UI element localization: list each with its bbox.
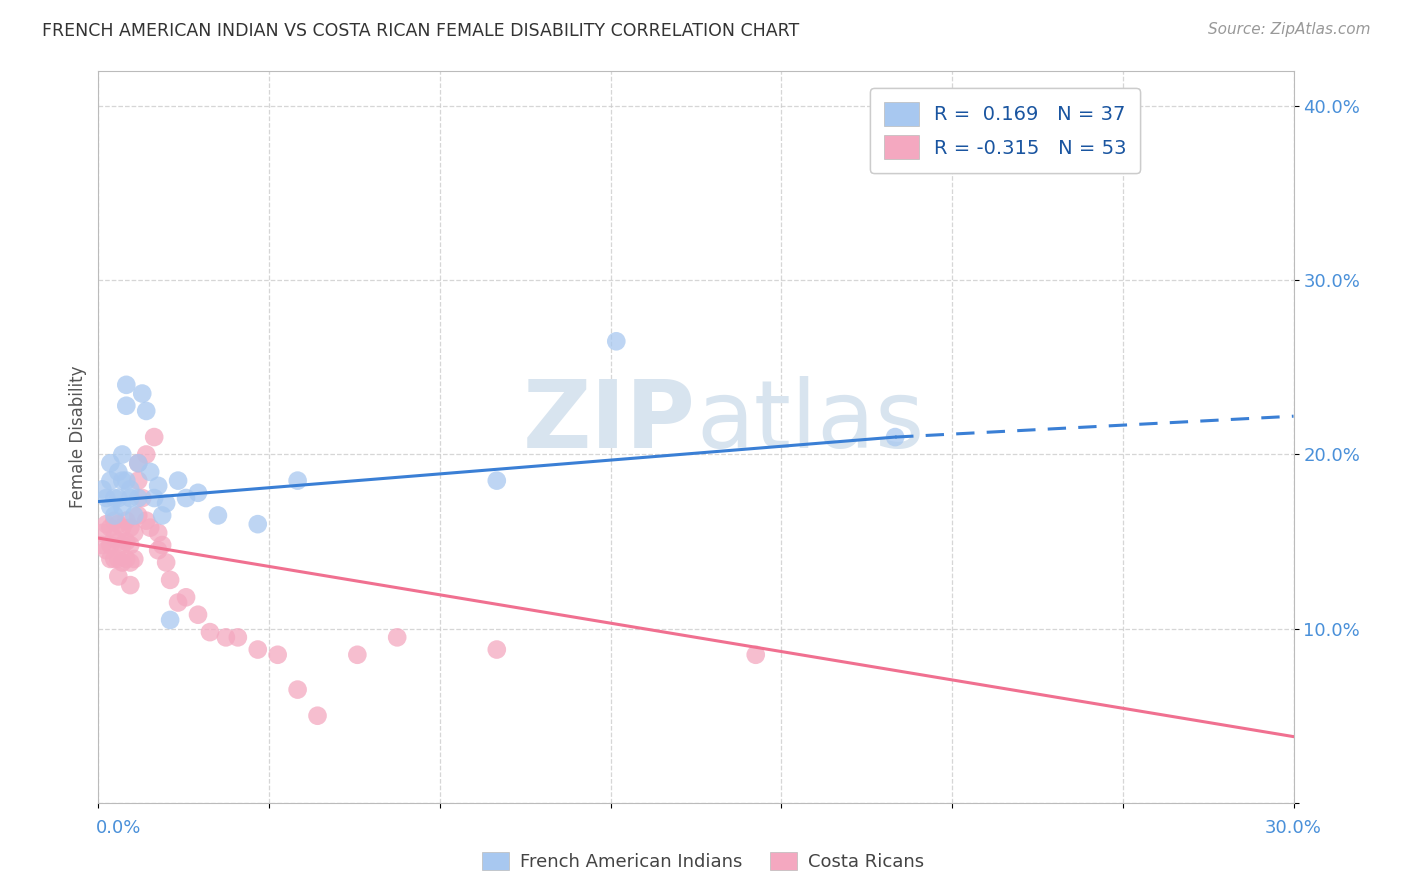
Point bbox=[111, 538, 134, 552]
Point bbox=[120, 538, 142, 552]
Point bbox=[98, 521, 122, 535]
Point bbox=[155, 496, 177, 510]
Point bbox=[107, 465, 129, 479]
Point bbox=[107, 534, 129, 549]
Point bbox=[150, 508, 173, 523]
Point bbox=[167, 474, 190, 488]
Point bbox=[103, 491, 125, 505]
Point bbox=[198, 625, 221, 640]
Point bbox=[107, 517, 129, 532]
Point bbox=[107, 569, 129, 583]
Point bbox=[884, 430, 907, 444]
Point bbox=[120, 521, 142, 535]
Point bbox=[98, 456, 122, 470]
Point bbox=[107, 552, 129, 566]
Point bbox=[107, 491, 129, 505]
Point bbox=[127, 491, 149, 505]
Point bbox=[103, 531, 125, 545]
Point bbox=[287, 682, 309, 697]
Text: Source: ZipAtlas.com: Source: ZipAtlas.com bbox=[1208, 22, 1371, 37]
Point bbox=[485, 474, 508, 488]
Point bbox=[103, 514, 125, 528]
Point bbox=[96, 491, 118, 505]
Point bbox=[115, 377, 138, 392]
Point bbox=[127, 474, 149, 488]
Point bbox=[187, 607, 209, 622]
Point bbox=[115, 514, 138, 528]
Point bbox=[139, 465, 162, 479]
Point bbox=[120, 556, 142, 570]
Legend: French American Indians, Costa Ricans: French American Indians, Costa Ricans bbox=[475, 845, 931, 879]
Point bbox=[115, 534, 138, 549]
Point bbox=[139, 521, 162, 535]
Point bbox=[187, 485, 209, 500]
Point bbox=[124, 525, 146, 540]
Point bbox=[135, 404, 157, 418]
Point bbox=[124, 508, 146, 523]
Y-axis label: Female Disability: Female Disability bbox=[69, 366, 87, 508]
Point bbox=[143, 430, 166, 444]
Point bbox=[135, 514, 157, 528]
Point bbox=[91, 538, 114, 552]
Text: 0.0%: 0.0% bbox=[96, 819, 141, 837]
Point bbox=[159, 613, 181, 627]
Point bbox=[120, 491, 142, 505]
Point bbox=[98, 500, 122, 514]
Point bbox=[143, 491, 166, 505]
Point bbox=[287, 474, 309, 488]
Point bbox=[91, 483, 114, 497]
Point bbox=[346, 648, 368, 662]
Point bbox=[96, 543, 118, 558]
Text: FRENCH AMERICAN INDIAN VS COSTA RICAN FEMALE DISABILITY CORRELATION CHART: FRENCH AMERICAN INDIAN VS COSTA RICAN FE… bbox=[42, 22, 800, 40]
Point bbox=[385, 631, 409, 645]
Point bbox=[745, 648, 768, 662]
Point bbox=[91, 525, 114, 540]
Point bbox=[103, 552, 125, 566]
Point bbox=[111, 556, 134, 570]
Point bbox=[120, 578, 142, 592]
Text: ZIP: ZIP bbox=[523, 376, 696, 468]
Point bbox=[111, 474, 134, 488]
Point bbox=[127, 456, 149, 470]
Point bbox=[115, 399, 138, 413]
Point bbox=[115, 474, 138, 488]
Point bbox=[159, 573, 181, 587]
Text: 30.0%: 30.0% bbox=[1265, 819, 1322, 837]
Point bbox=[307, 708, 329, 723]
Point bbox=[167, 595, 190, 609]
Point bbox=[226, 631, 249, 645]
Point bbox=[155, 556, 177, 570]
Point bbox=[150, 538, 173, 552]
Point bbox=[148, 479, 170, 493]
Point bbox=[111, 521, 134, 535]
Point bbox=[485, 642, 508, 657]
Point bbox=[98, 552, 122, 566]
Point bbox=[246, 517, 269, 532]
Point bbox=[148, 525, 170, 540]
Point bbox=[246, 642, 269, 657]
Point bbox=[207, 508, 229, 523]
Point bbox=[135, 448, 157, 462]
Point bbox=[124, 552, 146, 566]
Point bbox=[148, 543, 170, 558]
Point bbox=[605, 334, 627, 349]
Point bbox=[127, 456, 149, 470]
Point bbox=[98, 538, 122, 552]
Point bbox=[96, 517, 118, 532]
Point bbox=[215, 631, 238, 645]
Point bbox=[174, 491, 197, 505]
Point bbox=[267, 648, 290, 662]
Point bbox=[103, 508, 125, 523]
Point bbox=[174, 591, 197, 605]
Point bbox=[111, 448, 134, 462]
Point bbox=[131, 386, 153, 401]
Point bbox=[111, 500, 134, 514]
Point bbox=[120, 483, 142, 497]
Point bbox=[127, 508, 149, 523]
Point bbox=[131, 491, 153, 505]
Point bbox=[98, 474, 122, 488]
Text: atlas: atlas bbox=[696, 376, 924, 468]
Point bbox=[115, 552, 138, 566]
Legend: R =  0.169   N = 37, R = -0.315   N = 53: R = 0.169 N = 37, R = -0.315 N = 53 bbox=[870, 88, 1140, 173]
